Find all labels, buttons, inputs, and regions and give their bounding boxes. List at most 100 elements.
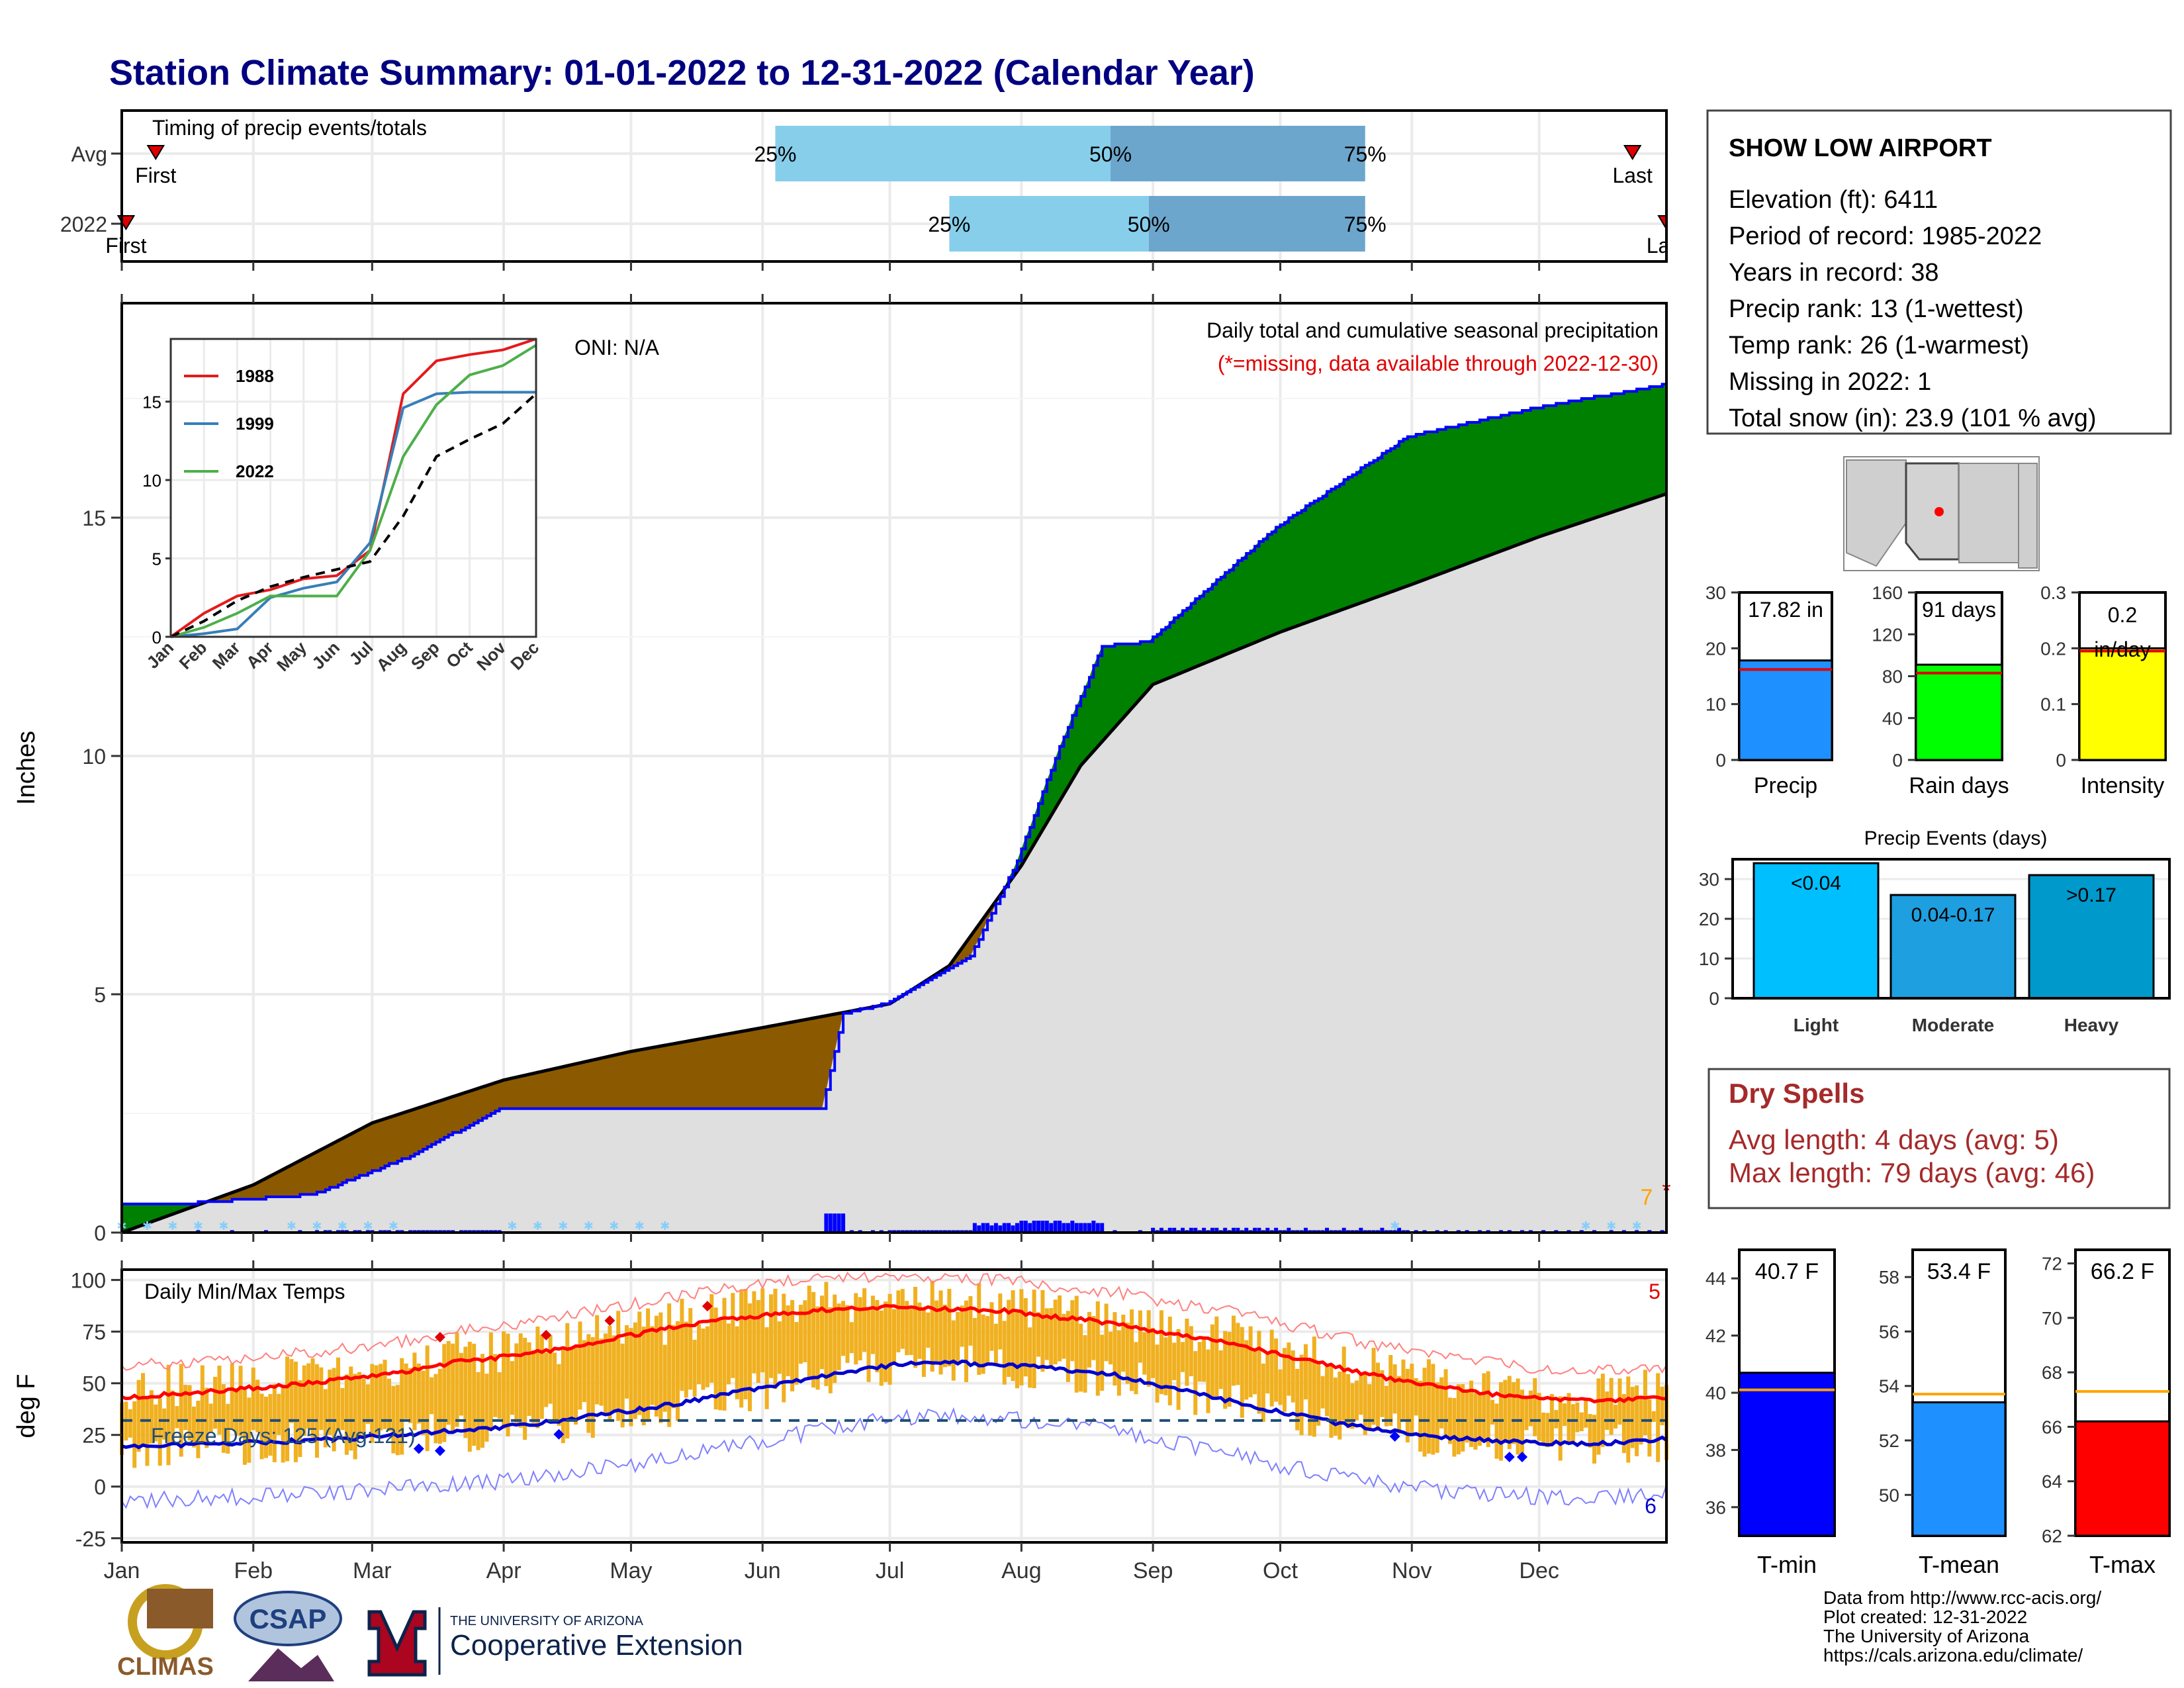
daily-temp-bar [735,1326,739,1399]
snow-marker: ✱ [584,1219,594,1233]
summary-bar-tick: 0.3 [2040,583,2066,603]
daily-temp-bar [1579,1412,1584,1432]
daily-precip-bar [1359,1227,1363,1233]
last-event-marker [1623,145,1642,160]
daily-precip-bar [1265,1227,1270,1233]
timing-bar-50-75 [1111,126,1365,181]
summary-bar-tick: 0 [1715,750,1726,771]
temp-bar-value [1911,1401,2007,1537]
daily-temp-bar [1482,1373,1486,1439]
daily-temp-bar [662,1344,667,1412]
daily-temp-bar [1630,1387,1635,1448]
daily-temp-bar [739,1290,744,1408]
daily-temp-bar [1401,1359,1406,1419]
daily-temp-bar [1079,1323,1083,1392]
corner-max-count: 5 [1649,1280,1661,1303]
precip-panel-header: Daily total and cumulative seasonal prec… [1206,318,1659,342]
summary-bar-tick: 0.2 [2040,638,2066,659]
daily-temp-bar [1002,1321,1007,1385]
daily-temp-bar [1651,1411,1656,1423]
daily-temp-bar [972,1318,977,1363]
daily-precip-bar [1181,1227,1185,1233]
daily-temp-bar [1494,1403,1499,1459]
daily-temp-bar [1274,1338,1279,1402]
daily-temp-bar [226,1403,230,1454]
spacer [99,107,120,147]
daily-temp-bar [905,1301,909,1356]
daily-precip-bar [993,1223,998,1233]
precip-base-area [122,494,1666,1233]
station-info-line: Precip rank: 13 (1-wettest) [1729,295,2024,323]
daily-temp-bar [251,1367,255,1430]
daily-temp-bar [1617,1378,1622,1425]
daily-temp-bar [705,1326,709,1387]
daily-temp-bar [1490,1399,1495,1425]
first-event-marker [146,145,165,160]
daily-temp-bar [1308,1358,1312,1436]
inset-legend-label: 1999 [236,414,274,434]
daily-temp-bar [510,1361,514,1415]
events-tick: 10 [1699,949,1719,969]
daily-precip-bar [1032,1221,1036,1233]
snow-marker: ✱ [338,1219,347,1233]
daily-temp-bar [1210,1324,1214,1397]
daily-temp-bar [1397,1376,1402,1434]
daily-temp-bar [858,1297,862,1361]
daily-temp-bar [370,1364,375,1443]
daily-temp-bar [1295,1368,1300,1430]
daily-precip-bar [1053,1221,1058,1233]
summary-bar-name: Precip [1754,773,1817,798]
daily-temp-bar [1621,1393,1626,1454]
timing-p25-label: 25% [754,142,796,166]
summary-bar-tick: 120 [1872,624,1903,645]
daily-temp-bar [1575,1402,1580,1432]
daily-precip-bar [1159,1227,1163,1233]
daily-precip-bar [1253,1227,1257,1233]
daily-temp-bar [1185,1319,1189,1386]
daily-temp-bar [1066,1311,1070,1382]
daily-temp-bar [1303,1344,1308,1400]
daily-temp-bar [391,1385,396,1454]
daily-temp-bar [349,1366,353,1451]
precip-panel-frame [120,302,1668,1234]
daily-temp-bar [336,1357,341,1431]
daily-temp-bar [713,1307,718,1410]
daily-temp-bar [557,1364,561,1426]
temp-panel-label: Daily Min/Max Temps [144,1280,345,1303]
daily-temp-bar [934,1300,939,1362]
daily-temp-bar [340,1387,345,1430]
daily-temp-bar [433,1374,438,1444]
daily-temp-bar [365,1384,370,1424]
daily-temp-bar [1028,1327,1032,1388]
daily-temp-bar [1172,1342,1177,1380]
daily-temp-bar [455,1333,459,1427]
daily-temp-bar [1465,1389,1469,1443]
daily-temp-bar [697,1324,702,1385]
daily-temp-bar [845,1305,850,1363]
daily-temp-bar [1418,1380,1423,1452]
daily-precip-bar [1036,1221,1041,1233]
daily-precip-bar [1074,1223,1079,1233]
daily-temp-bar [463,1346,468,1438]
snow-marker: ✱ [635,1219,645,1233]
month-label: Jul [876,1558,904,1583]
daily-temp-bar [1231,1315,1236,1386]
daily-temp-bar [1545,1413,1550,1448]
daily-temp-bar [446,1340,451,1425]
daily-temp-bar [293,1362,298,1462]
daily-temp-bar [1181,1342,1185,1372]
temp-bar-tick: 58 [1879,1267,1899,1288]
daily-temp-bar [1320,1376,1325,1409]
daily-temp-bar [1443,1369,1448,1438]
daily-temp-bar [310,1358,315,1438]
daily-temp-bar [743,1289,748,1399]
daily-temp-bar [1074,1295,1079,1393]
daily-temp-bar [430,1377,434,1415]
daily-temp-bar [938,1290,943,1375]
daily-temp-bar [701,1328,705,1390]
daily-temp-bar [1236,1323,1240,1385]
inset-legend-label: 1988 [236,366,274,386]
last-event-label: Last [1612,164,1653,187]
daily-precip-bar [1040,1221,1045,1233]
daily-temp-bar [421,1370,426,1435]
